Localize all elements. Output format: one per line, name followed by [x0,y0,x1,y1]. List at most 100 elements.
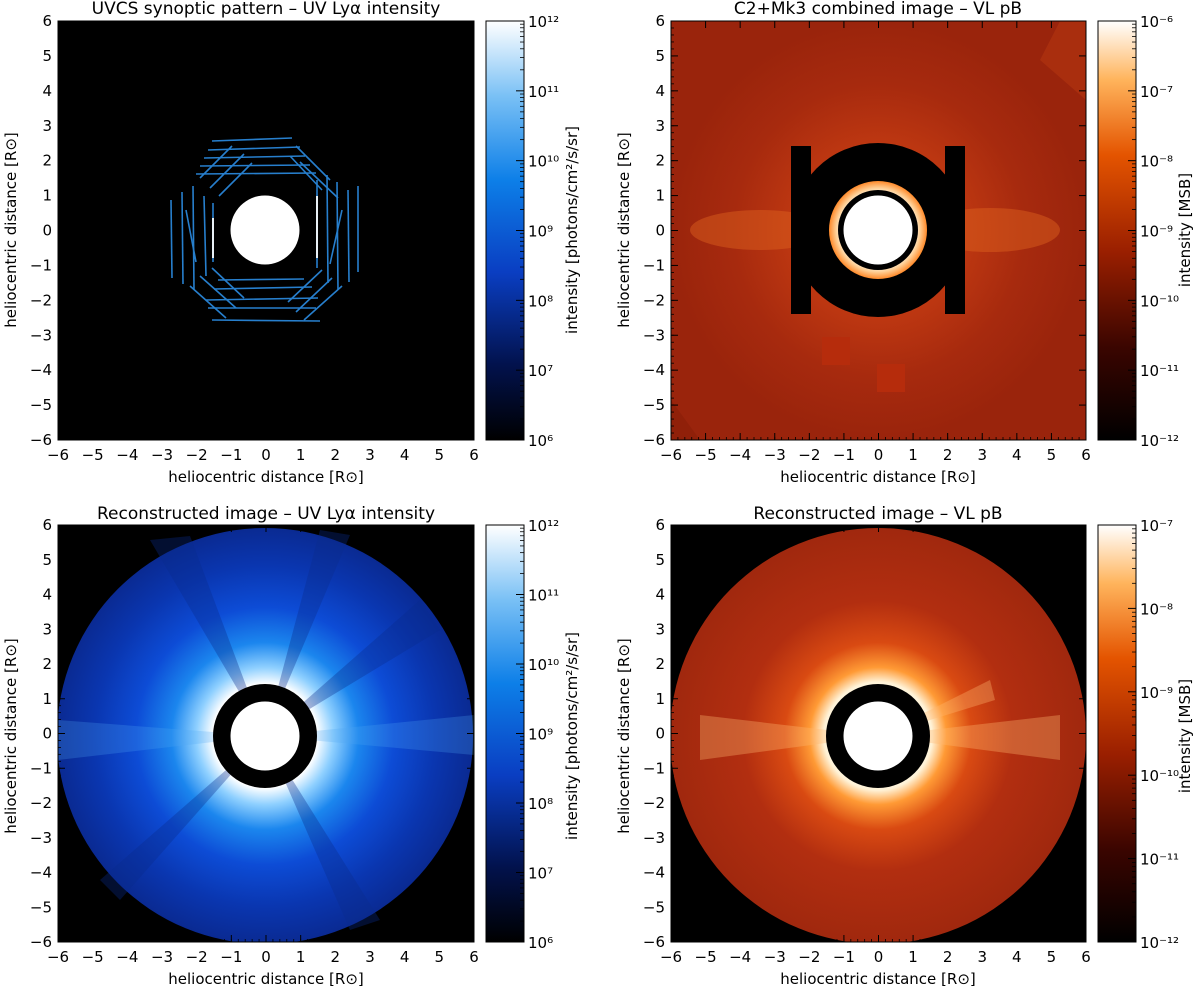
x-tick-label: −5 [695,948,717,966]
colorbar-tick-label: 10⁻⁷ [1140,83,1173,101]
y-tick-label: 0 [655,222,665,240]
y-tick-label: 6 [655,516,665,534]
y-tick-label: 2 [42,655,52,673]
panel-title: UVCS synoptic pattern – UV Lyα intensity [92,0,441,19]
x-tick-label: 2 [943,948,953,966]
y-axis: −6 −5 −4 −3 −2 −1 0 1 2 3 4 5 6 [30,516,474,951]
x-tick-label: −2 [186,446,208,464]
x-tick-label: 3 [365,446,375,464]
y-tick-label: 2 [655,655,665,673]
colorbar-tick-label: 10⁷ [528,362,553,380]
colorbar-tick-label: 10⁷ [528,865,553,883]
colorbar-label: intensity [photons/cm²/s/sr] [563,126,581,334]
colorbar-ticks: 10⁻⁷ 10⁻⁸ 10⁻⁹ 10⁻¹⁰ 10⁻¹¹ 10⁻¹² [1128,517,1179,952]
colorbar-label: intensity [photons/cm²/s/sr] [563,632,581,840]
colorbar-tick-label: 10⁻¹⁰ [1140,292,1179,310]
x-tick-label: −5 [82,948,104,966]
x-tick-label: −3 [764,948,786,966]
colorbar [1097,524,1137,943]
colorbar-tick-label: 10⁻¹² [1140,432,1179,450]
y-tick-label: 2 [655,152,665,170]
y-tick-label: −1 [30,759,52,777]
y-tick-label: 3 [42,117,52,135]
x-tick-label: 5 [435,446,445,464]
x-tick-label: −2 [186,948,208,966]
colorbar-tick-label: 10¹⁰ [528,153,559,171]
x-tick-label: 0 [874,446,884,464]
x-tick-label: 5 [1047,948,1057,966]
y-axis-label: heliocentric distance [R⊙] [615,638,633,833]
colorbar-label: intensity [MSB] [1176,173,1194,287]
y-tick-label: −4 [30,361,52,379]
y-tick-label: 6 [42,516,52,534]
y-tick-label: 5 [655,47,665,65]
y-tick-label: 1 [42,187,52,205]
x-tick-label: −6 [47,446,69,464]
y-tick-label: −5 [30,396,52,414]
y-tick-label: −4 [643,864,665,882]
y-tick-label: 1 [655,187,665,205]
x-tick-label: 6 [1081,446,1091,464]
y-tick-label: 1 [655,690,665,708]
panel-title: Reconstructed image – UV Lyα intensity [97,504,435,524]
x-tick-label: −3 [151,948,173,966]
x-axis: −6 −5 −4 −3 −2 −1 0 1 2 3 4 5 6 [660,21,1091,464]
colorbar-tick-label: 10⁻¹¹ [1140,362,1179,380]
colorbar-tick-label: 10⁶ [528,934,553,952]
x-tick-label: −3 [151,446,173,464]
colorbar-ticks: 10¹² 10¹¹ 10¹⁰ 10⁹ 10⁸ 10⁷ 10⁶ [516,517,559,952]
x-tick-label: 2 [943,446,953,464]
y-tick-label: 4 [42,586,52,604]
x-tick-label: 2 [331,446,341,464]
x-tick-label: 1 [296,446,306,464]
y-tick-label: −2 [643,291,665,309]
y-tick-label: −6 [30,431,52,449]
occulter-disk [843,195,913,265]
x-tick-label: −3 [764,446,786,464]
x-axis-label: heliocentric distance [R⊙] [780,970,975,988]
colorbar-tick-label: 10¹⁰ [528,656,559,674]
x-axis-label: heliocentric distance [R⊙] [168,468,363,486]
colorbar-tick-label: 10⁻¹² [1140,934,1179,952]
colorbar-tick-label: 10⁻⁸ [1140,600,1173,618]
colorbar-tick-label: 10¹¹ [528,587,559,605]
colorbar-tick-label: 10¹¹ [528,83,559,101]
x-tick-label: 1 [296,948,306,966]
colorbar-tick-label: 10¹² [528,517,559,535]
colorbar-tick-label: 10⁻⁸ [1140,153,1173,171]
y-tick-label: 5 [42,551,52,569]
colorbar-ticks: 10⁻⁶ 10⁻⁷ 10⁻⁸ 10⁻⁹ 10⁻¹⁰ 10⁻¹¹ 10⁻¹² [1128,13,1179,450]
y-tick-label: 5 [42,47,52,65]
colorbar-label: intensity [MSB] [1176,679,1194,793]
y-axis-label: heliocentric distance [R⊙] [2,132,20,327]
colorbar-ticks: 10¹² 10¹¹ 10¹⁰ 10⁹ 10⁸ 10⁷ 10⁶ [516,13,559,450]
x-tick-label: 4 [400,948,410,966]
y-tick-label: −2 [30,794,52,812]
x-tick-label: 4 [1012,446,1022,464]
colorbar-tick-label: 10⁸ [528,795,553,813]
y-axis: −6 −5 −4 −3 −2 −1 0 1 2 3 4 5 6 [30,12,474,449]
occulter-disk [230,701,300,771]
y-tick-label: 4 [655,82,665,100]
colorbar-tick-label: 10⁻⁹ [1140,684,1173,702]
y-tick-label: 3 [655,117,665,135]
x-tick-label: −6 [660,948,682,966]
x-tick-label: −2 [798,948,820,966]
x-tick-label: 3 [365,948,375,966]
y-tick-label: 4 [42,82,52,100]
x-axis-label: heliocentric distance [R⊙] [168,970,363,988]
x-tick-label: −2 [798,446,820,464]
colorbar-tick-label: 10⁶ [528,432,553,450]
y-tick-label: 4 [655,586,665,604]
y-tick-label: −3 [643,829,665,847]
y-tick-label: 0 [655,725,665,743]
panel-title: C2+Mk3 combined image – VL pB [734,0,1022,19]
x-tick-label: 6 [469,948,479,966]
x-tick-label: −1 [833,446,855,464]
y-tick-label: −6 [643,933,665,951]
x-tick-label: 3 [977,446,987,464]
heatmap-image [671,525,1086,942]
colorbar-tick-label: 10¹² [528,13,559,31]
colorbar-tick-label: 10⁻⁹ [1140,223,1173,241]
x-tick-label: 5 [1047,446,1057,464]
